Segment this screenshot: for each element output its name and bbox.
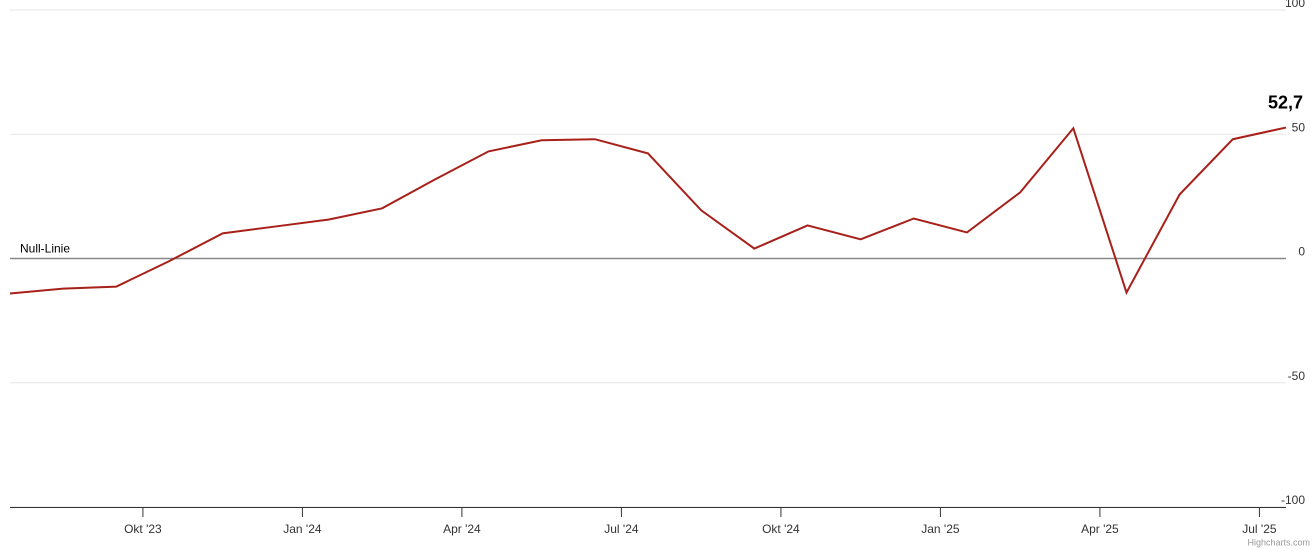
x-tick-label: Apr '24 (443, 522, 481, 536)
x-tick-label: Jan '25 (921, 522, 960, 536)
x-tick-label: Jul '24 (604, 522, 639, 536)
data-label: 52,7 (1268, 92, 1303, 112)
x-tick-label: Okt '23 (124, 522, 162, 536)
y-tick-label: -50 (1288, 369, 1306, 383)
y-tick-label: 100 (1285, 0, 1305, 10)
y-tick-label: 0 (1298, 245, 1305, 259)
credits: Highcharts.com (1247, 537, 1310, 547)
y-tick-label: -100 (1281, 493, 1305, 507)
y-tick-label: 50 (1292, 120, 1306, 134)
x-tick-label: Jan '24 (283, 522, 322, 536)
x-tick-label: Apr '25 (1081, 522, 1119, 536)
data-line (9, 126, 1287, 296)
x-tick-label: Jul '25 (1242, 522, 1277, 536)
x-tick-label: Okt '24 (762, 522, 800, 536)
plot-line-label: Null-Linie (20, 242, 70, 256)
